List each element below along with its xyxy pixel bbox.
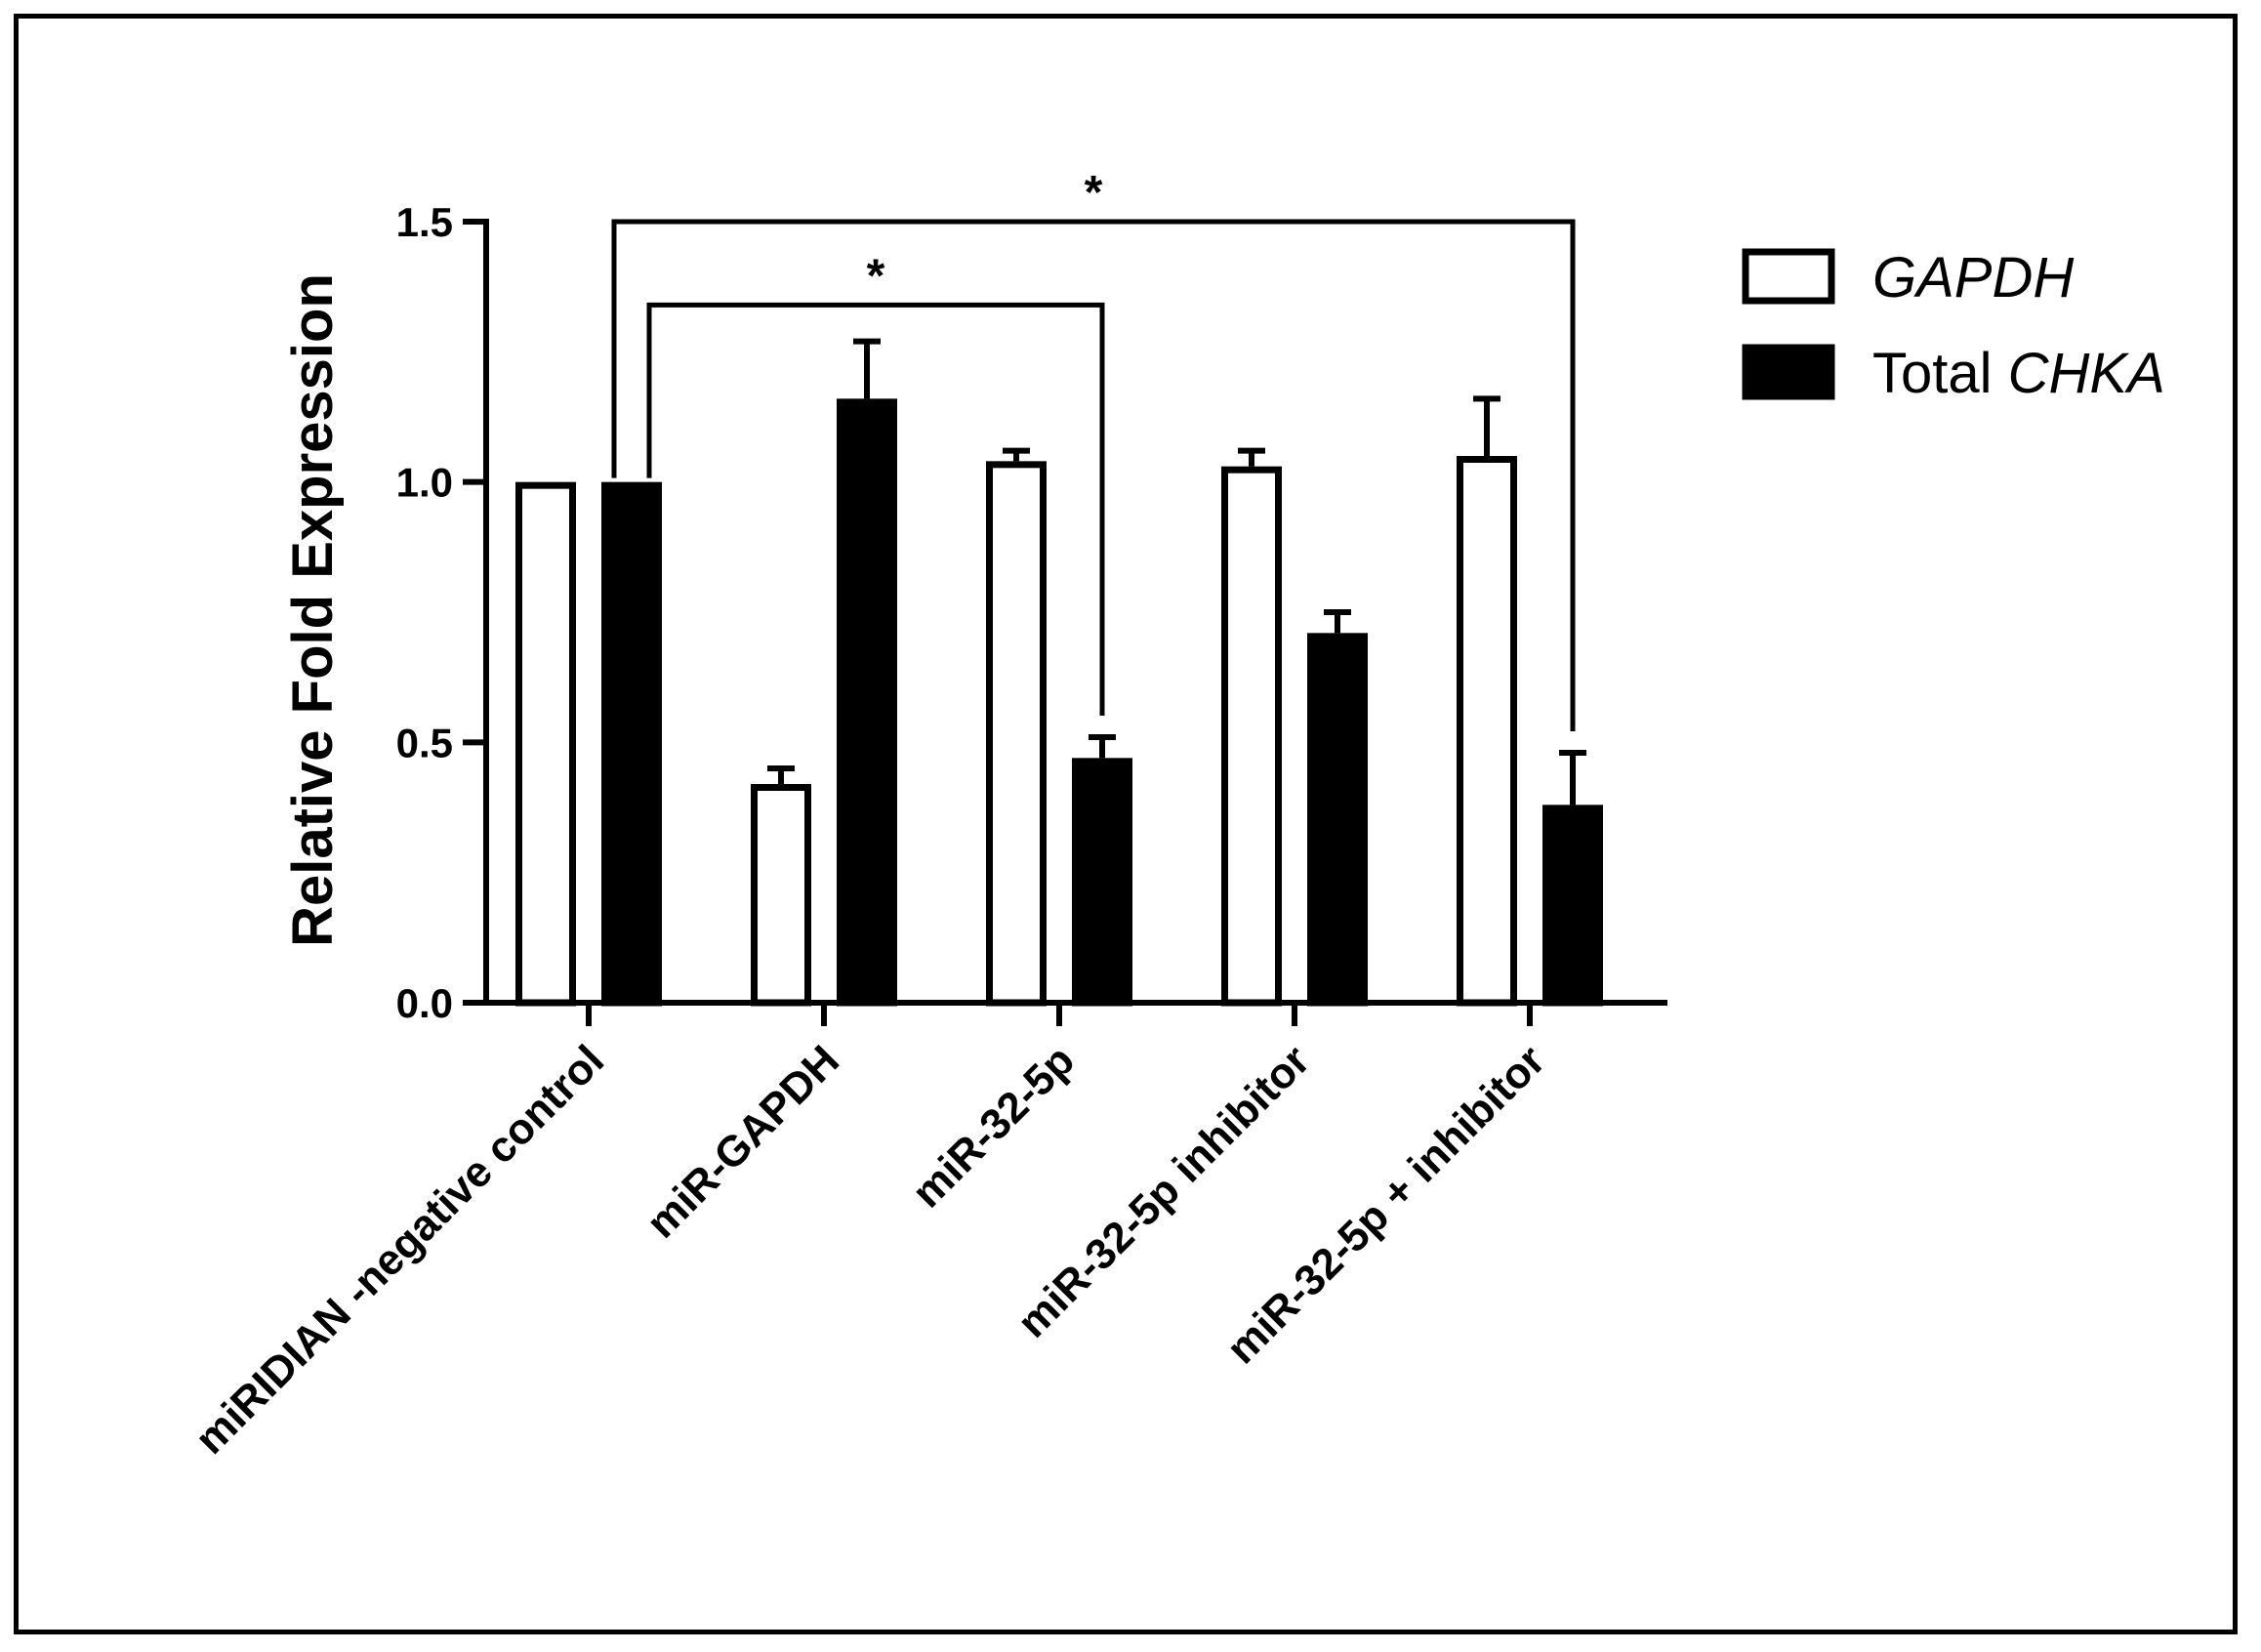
legend-label: GAPDH [1872,246,2074,310]
bar-gapdh [1457,456,1517,1007]
bar-chka [1072,758,1132,1007]
legend-label: Total CHKA [1872,342,2165,405]
x-tick-label: miR-32-5p [903,1036,1084,1217]
bar-gapdh [515,481,576,1007]
x-axis: miRIDIAN -negative control miR-GAPDH miR-3… [186,1000,1667,1464]
significance-bracket [646,302,1105,716]
y-axis: 0.0 0.5 1.0 1.5 [396,199,489,1026]
y-tick-label: 0.0 [396,980,453,1026]
significance-star: * [867,250,885,302]
significance-star: * [1085,167,1103,219]
figure-frame [14,14,2238,1634]
bars [515,338,1603,1007]
legend-swatch [1742,344,1835,400]
significance-bracket [611,219,1576,731]
legend: GAPDH Total CHKA [1742,246,2165,405]
y-tick-label: 0.5 [396,720,453,765]
bar-chka [837,398,897,1007]
bar-chka [1542,805,1603,1007]
bar-gapdh [1221,466,1282,1007]
legend-swatch [1742,248,1835,305]
bar-gapdh [751,784,811,1007]
y-tick-label: 1.0 [396,460,453,506]
bar-chka [1307,633,1368,1007]
bar-chka [601,481,662,1007]
x-tick-label: miRIDIAN -negative control [186,1036,613,1463]
significance-brackets: ** [611,167,1576,731]
y-axis-label: Relative Fold Expression [281,273,345,947]
bar-gapdh [986,461,1047,1007]
y-tick-label: 1.5 [396,199,453,245]
x-tick-label: miR-GAPDH [637,1036,848,1247]
